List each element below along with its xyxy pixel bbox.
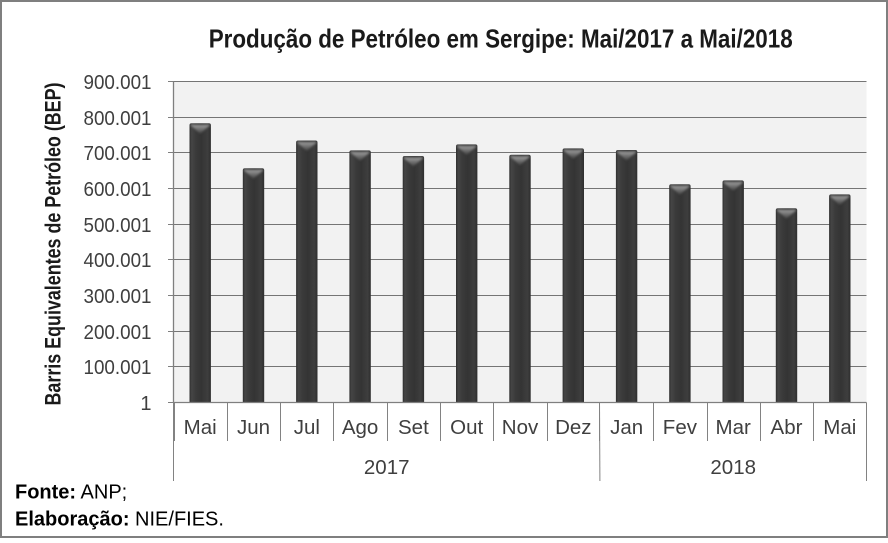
svg-text:Mar: Mar (716, 416, 751, 439)
svg-text:400.001: 400.001 (84, 250, 152, 272)
svg-text:Barris Equivalentes de Petróle: Barris Equivalentes de Petróleo (BEP) (41, 83, 66, 406)
svg-text:Nov: Nov (502, 416, 539, 439)
svg-text:500.001: 500.001 (84, 215, 152, 237)
svg-text:Elaboração: NIE/FIES.: Elaboração: NIE/FIES. (15, 509, 224, 531)
svg-text:Mai: Mai (823, 416, 856, 439)
svg-text:100.001: 100.001 (84, 357, 152, 379)
svg-text:Fev: Fev (663, 416, 698, 439)
svg-text:1: 1 (140, 393, 151, 415)
svg-text:Ago: Ago (342, 416, 378, 439)
svg-text:Dez: Dez (555, 416, 591, 439)
svg-text:Set: Set (398, 416, 429, 439)
svg-text:Jan: Jan (610, 416, 643, 439)
svg-text:800.001: 800.001 (84, 108, 152, 130)
svg-text:Fonte: ANP;: Fonte: ANP; (15, 482, 127, 504)
svg-text:Produção de Petróleo em Sergip: Produção de Petróleo em Sergipe: Mai/201… (209, 23, 793, 53)
svg-text:Mai: Mai (184, 416, 217, 439)
svg-text:700.001: 700.001 (84, 143, 152, 165)
svg-text:900.001: 900.001 (84, 72, 152, 94)
svg-text:Abr: Abr (771, 416, 803, 439)
svg-text:2018: 2018 (710, 456, 756, 479)
svg-text:Out: Out (450, 416, 483, 439)
svg-text:600.001: 600.001 (84, 179, 152, 201)
svg-text:Jun: Jun (237, 416, 270, 439)
svg-text:200.001: 200.001 (84, 322, 152, 344)
svg-text:2017: 2017 (364, 456, 410, 479)
svg-text:Jul: Jul (294, 416, 320, 439)
svg-text:300.001: 300.001 (84, 286, 152, 308)
